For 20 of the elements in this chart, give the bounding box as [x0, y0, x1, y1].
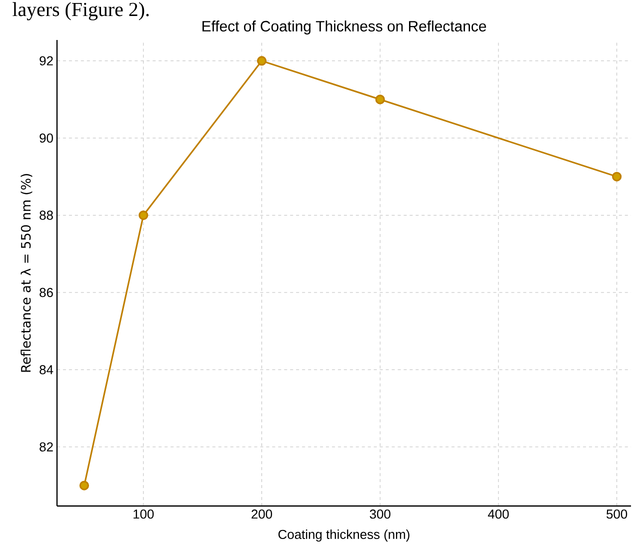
y-tick-label: 90 [40, 133, 53, 143]
point [256, 56, 267, 66]
y-tick-label: 86 [40, 288, 53, 298]
x-tick-label: 100 [134, 510, 154, 519]
point [79, 480, 90, 490]
y-tick-label: 92 [40, 56, 53, 66]
y-axis-title: Reflectance at λ = 550 nm (%) [20, 174, 32, 372]
x-tick-label: 500 [606, 510, 628, 519]
text: layers (Figure 2). [12, 2, 149, 20]
x-tick-label: 200 [252, 510, 272, 519]
point [138, 210, 148, 220]
x-axis-title: Coating thickness (nm) [278, 529, 410, 542]
chart-title: Effect of Coating Thickness on Reflectance [202, 20, 486, 34]
y-tick-label: 82 [40, 442, 53, 452]
y-tick-label: 84 [40, 365, 54, 374]
x-tick-label: 300 [370, 510, 390, 519]
point [375, 94, 385, 104]
point [612, 172, 622, 182]
y-tick-label: 88 [40, 210, 53, 220]
x-tick-label: 400 [488, 510, 509, 519]
